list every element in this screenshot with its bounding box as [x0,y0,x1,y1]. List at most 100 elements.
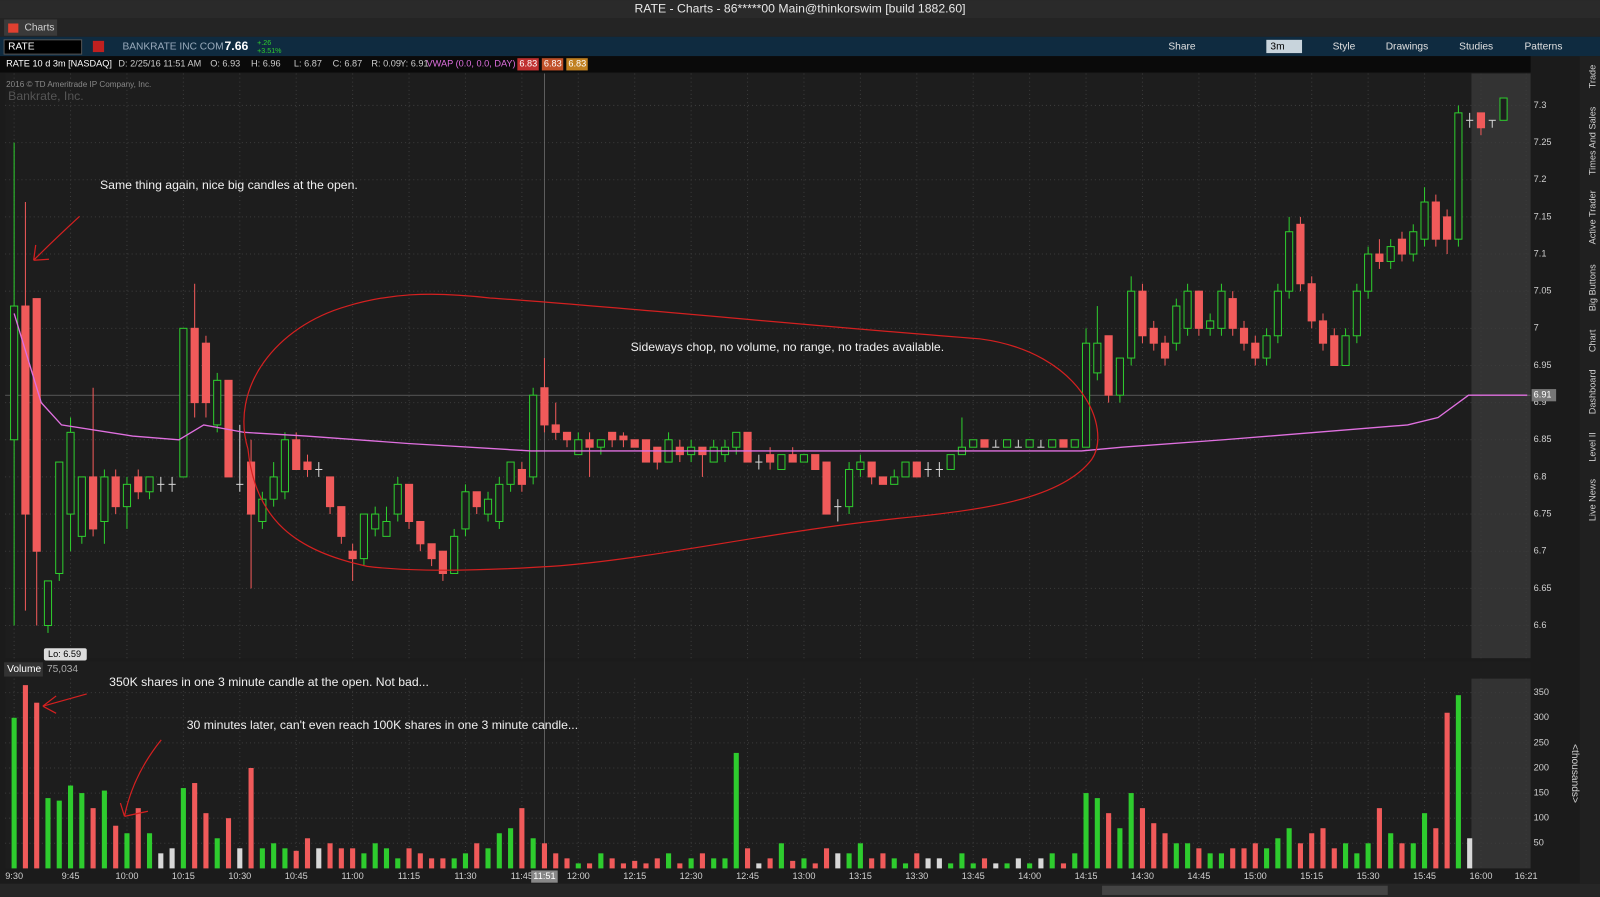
y-tick-label: 6.75 [1534,508,1552,518]
volume-bar [169,848,175,869]
candle-body [822,461,831,515]
volume-bar [654,858,660,869]
volume-bar [1343,843,1349,869]
info-study: VWAP (0.0, 0.0, DAY) [427,59,516,69]
x-tick-label: 11:45 [511,871,533,881]
toolbar-button[interactable]: Studies [1459,42,1493,53]
volume-bar [575,863,581,869]
side-strip [1579,56,1600,884]
side-tab[interactable]: Live News [1587,478,1597,521]
volume-bar [744,848,751,869]
candle-body [32,298,41,552]
volume-bar [1218,853,1224,869]
copyright: 2016 © TD Ameritrade IP Company, Inc. [6,80,151,89]
volume-bar [271,843,277,869]
volume-bar [812,863,818,869]
volume-bar [237,848,243,869]
toolbar-button[interactable]: Style [1333,42,1356,53]
volume-bar [778,843,784,869]
toolbar-buttons: Share 3m Style Drawings Studies Patterns [1168,39,1562,54]
x-tick-label: 15:45 [1413,871,1436,881]
candle-body [438,550,447,575]
volume-bar [1399,843,1405,869]
toolbar-button[interactable]: Drawings [1386,42,1428,53]
volume-bar [835,853,841,869]
volume-bar [474,843,480,869]
candle-body [43,580,53,627]
volume-bar [1331,848,1337,869]
volume-bar [1207,853,1213,869]
candle-body [427,543,436,560]
side-tab[interactable]: Active Trader [1587,190,1597,244]
volume-bar [1376,808,1382,869]
volume-bar [327,843,333,869]
volume-bar [1060,863,1067,869]
after-hours-shade [1471,73,1531,659]
volume-pane [5,661,1531,869]
volume-bar [756,863,762,869]
toolbar-button[interactable]: Share [1168,42,1196,53]
volume-bar [1151,823,1157,869]
side-tab[interactable]: Dashboard [1587,369,1597,414]
side-tab[interactable]: Level II [1587,432,1597,462]
toolbar-button[interactable]: 3m [1270,42,1284,53]
window-title: RATE - Charts - 86*****00 Main@thinkorsw… [634,1,965,15]
candle-body [1070,439,1079,448]
scrollbar[interactable] [1102,885,1388,895]
side-tab[interactable]: Times And Sales [1587,106,1597,175]
annotation: 350K shares in one 3 minute candle at th… [109,675,429,689]
volume-bar [699,853,705,869]
volume-bar [135,808,141,869]
tab-label[interactable]: Charts [24,22,54,33]
volume-bar [891,858,897,869]
x-tick-label: 11:15 [398,871,420,881]
y-tick-label: 6.6 [1534,620,1547,630]
volume-bar [1433,828,1439,869]
study-value-box [541,58,564,71]
x-tick-label: 13:00 [792,871,815,881]
symbol-box[interactable] [3,39,83,55]
candle-body [201,342,211,404]
candle-body [495,483,504,523]
info-high: H: 6.96 [251,59,281,69]
volume-bar [711,858,717,869]
y-tick-label: 6.8 [1534,471,1547,481]
x-tick-label: 12:30 [680,871,703,881]
volume-bar [1004,863,1010,869]
y-tick-label: 7.15 [1534,211,1552,221]
volume-bar [790,860,796,869]
volume-title-box [4,662,43,677]
candle-body [878,476,888,485]
volume-bar [1467,838,1473,869]
candle-body [766,454,775,463]
volume-bar [158,853,164,869]
candle-body [901,461,910,478]
interval-box[interactable] [1266,39,1303,54]
symbol[interactable]: RATE [8,42,35,53]
link-icon[interactable] [92,40,105,53]
volume-bar [101,790,107,869]
volume-bar [869,858,875,869]
candle-body [122,483,132,508]
toolbar-button[interactable]: Patterns [1524,42,1562,53]
volume-bar [451,858,457,869]
side-tab[interactable]: Big Buttons [1587,264,1597,311]
candle-body [246,461,256,515]
volume-bar [1354,853,1360,869]
side-tab[interactable]: Chart [1587,329,1597,352]
candle-body [596,439,605,448]
info-range: R: 0.09 [371,59,401,69]
volume-bar [948,863,954,869]
volume-bar [801,858,807,869]
volume-bar [598,853,604,869]
candle-body [506,461,515,485]
volume-bar [1365,843,1371,869]
volume-bar [429,858,435,869]
side-tab[interactable]: Trade [1587,65,1597,89]
candle-body [585,439,594,448]
candle-body [269,476,278,500]
change: +.26 [257,39,271,47]
study-value: 6.83 [544,59,562,69]
candle-body [574,439,583,456]
y-tick-label: 6.95 [1534,360,1552,370]
